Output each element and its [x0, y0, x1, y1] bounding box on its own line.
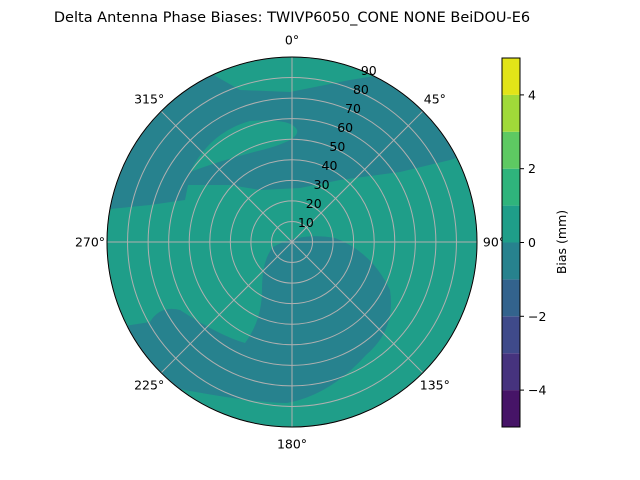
polar-grid [106, 56, 478, 428]
angle-tick-label: 315° [134, 92, 164, 107]
colorbar-tick-label: −2 [528, 309, 546, 324]
colorbar-band [502, 279, 520, 317]
colorbar-band [502, 168, 520, 206]
angular-gridline [291, 241, 424, 374]
radial-tick-label: 80 [353, 82, 369, 97]
colorbar: −4 −2 0 2 4 [501, 57, 546, 428]
colorbar-band [502, 353, 520, 391]
colorbar-tick-label: 4 [528, 87, 536, 102]
colorbar-tick-label: −4 [528, 383, 546, 398]
colorbar-tick-label: 0 [528, 235, 536, 250]
tick-labels: 10 20 30 40 50 60 70 80 90 0° 45° 90° 135° 180° 225° 27… [75, 33, 505, 452]
colorbar-band [502, 58, 520, 95]
radial-tick-label: 60 [337, 120, 353, 135]
angle-tick-label: 90° [483, 235, 505, 250]
colorbar-band [502, 316, 520, 354]
radial-tick-label: 20 [306, 196, 322, 211]
colorbar-band [502, 94, 520, 132]
colorbar-band [502, 131, 520, 169]
radial-tick-label: 30 [314, 177, 330, 192]
angular-gridline [160, 241, 293, 374]
colorbar-band [502, 242, 520, 280]
colorbar-tick-label: 2 [528, 161, 536, 176]
angle-tick-label: 180° [277, 437, 307, 452]
angle-tick-label: 270° [75, 235, 105, 250]
angular-gridline [160, 110, 293, 243]
angle-tick-label: 45° [424, 92, 446, 107]
radial-tick-label: 50 [329, 139, 345, 154]
colorbar-band [502, 390, 520, 427]
angle-tick-label: 0° [285, 33, 299, 48]
angular-gridline [291, 110, 424, 243]
radial-tick-label: 70 [345, 101, 361, 116]
colorbar-band [502, 205, 520, 243]
contour-region-upper-bump [190, 120, 298, 172]
radial-tick-label: 90 [361, 63, 377, 78]
colorbar-label: Bias (mm) [554, 210, 569, 274]
chart-title: Delta Antenna Phase Biases: TWIVP6050_CO… [54, 10, 530, 26]
contour-region-top-cap [200, 57, 410, 92]
radial-tick-label: 40 [322, 158, 338, 173]
angle-tick-label: 135° [420, 377, 450, 392]
angle-tick-label: 225° [134, 377, 164, 392]
radial-tick-label: 10 [298, 215, 314, 230]
polar-frame [106, 56, 478, 428]
